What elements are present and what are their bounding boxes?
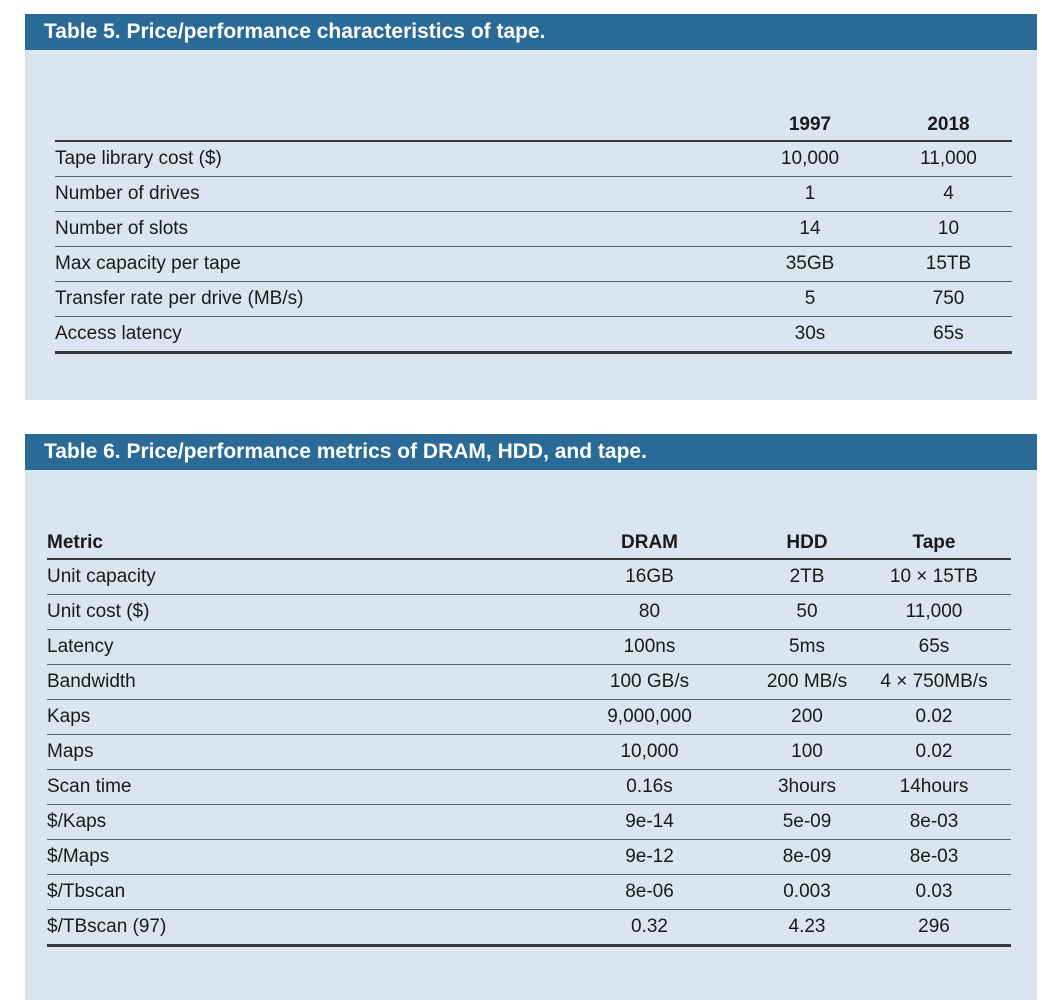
table6-cell: Unit cost ($)	[47, 594, 502, 630]
table6-cell: 100	[737, 734, 857, 770]
table6-cell: 2TB	[789, 566, 825, 587]
table6-row: $/Tbscan 8e-06 0.003 0.03	[47, 874, 1011, 910]
table6-cell: 16GB	[625, 566, 674, 587]
table6-cell: 10 × 15TB	[889, 566, 979, 587]
table6-header-cell: HDD	[737, 520, 857, 560]
table6-cell: 80	[502, 594, 737, 630]
table5-cell: 11,000	[920, 148, 977, 169]
table6-cell: 9e-14	[502, 804, 737, 840]
table5-cell: 4	[865, 176, 1012, 212]
table6-row: Unit capacity 16GB 2TB 10 × 15TB	[47, 559, 1011, 595]
table6-cell: 0.02	[857, 699, 1011, 735]
table6-cell: $/TBscan (97)	[47, 909, 502, 947]
table6-cell: 50	[737, 594, 857, 630]
table6-row: Bandwidth 100 GB/s 200 MB/s 4 × 750MB/s	[47, 664, 1011, 700]
table6-row: Maps 10,000 100 0.02	[47, 734, 1011, 770]
table5-row: Number of drives 1 4	[55, 176, 1012, 212]
table6-header-cell: DRAM	[502, 520, 737, 560]
table6-cell: 0.32	[502, 909, 737, 947]
table5-header-cell: 2018	[865, 102, 1012, 142]
table6-cell: 9,000,000	[502, 699, 737, 735]
table6-cell: 200	[737, 699, 857, 735]
table6-row: Kaps 9,000,000 200 0.02	[47, 699, 1011, 735]
table5-cell: Tape library cost ($)	[55, 148, 222, 169]
table6-panel: Table 6. Price/performance metrics of DR…	[25, 434, 1037, 1000]
table5-cell: 10,000	[780, 148, 840, 169]
table6-row: $/Maps 9e-12 8e-09 8e-03	[47, 839, 1011, 875]
table6-cell: 4 × 750MB/s	[857, 664, 1011, 700]
table6-cell: Kaps	[47, 699, 502, 735]
table5-row: Number of slots 14 10	[55, 211, 1012, 247]
table5-row: Access latency 30s 65s	[55, 316, 1012, 354]
table5-row: Max capacity per tape 35GB 15TB	[55, 246, 1012, 282]
table5-cell: 15TB	[865, 246, 1012, 282]
table5-cell: 10	[865, 211, 1012, 247]
table5-row: Transfer rate per drive (MB/s) 5 750	[55, 281, 1012, 317]
table6-cell: 14hours	[857, 769, 1011, 805]
table6-cell: 100 GB/s	[502, 664, 737, 700]
table6-cell: $/Maps	[47, 839, 502, 875]
table5-header-cell: 1997	[655, 102, 865, 142]
table5-cell: 35GB	[655, 246, 865, 282]
table6-cell: 0.03	[857, 874, 1011, 910]
table6-cell: Latency	[47, 629, 502, 665]
table6-cell: 8e-03	[857, 839, 1011, 875]
table6-cell: 296	[857, 909, 1011, 947]
table6-row: Scan time 0.16s 3hours 14hours	[47, 769, 1011, 805]
table5-cell: 1	[655, 176, 865, 212]
table6-row: Unit cost ($) 80 50 11,000	[47, 594, 1011, 630]
table5-header-cell	[55, 102, 655, 142]
table6-cell: 65s	[857, 629, 1011, 665]
table6-cell: $/Tbscan	[47, 874, 502, 910]
table5-header-row: 1997 2018	[55, 102, 1012, 142]
table6-cell: 3hours	[737, 769, 857, 805]
table6-cell: 200 MB/s	[737, 664, 857, 700]
table6: Metric DRAM HDD Tape Unit capacity 16GB 2T…	[47, 520, 1011, 947]
table6-row: $/Kaps 9e-14 5e-09 8e-03	[47, 804, 1011, 840]
table6-cell: 4.23	[737, 909, 857, 947]
table6-row: $/TBscan (97) 0.32 4.23 296	[47, 909, 1011, 947]
table6-cell: 0.02	[857, 734, 1011, 770]
table5: 1997 2018 Tape library cost ($) 10,000 11,…	[55, 102, 1012, 354]
table6-cell: 8e-09	[737, 839, 857, 875]
table6-cell: 8e-06	[502, 874, 737, 910]
table5-cell: 30s	[655, 316, 865, 354]
table6-cell: Maps	[47, 734, 502, 770]
table5-row: Tape library cost ($) 10,000 11,000	[55, 141, 1012, 177]
table6-cell: Unit capacity	[47, 566, 156, 587]
table6-header-cell: Metric	[47, 520, 502, 560]
table5-cell: 750	[865, 281, 1012, 317]
table6-row: Latency 100ns 5ms 65s	[47, 629, 1011, 665]
table6-header-cell: Tape	[857, 520, 1011, 560]
table6-cell: 8e-03	[857, 804, 1011, 840]
table5-cell: 65s	[865, 316, 1012, 354]
table6-cell: Scan time	[47, 769, 502, 805]
table5-cell: Max capacity per tape	[55, 246, 655, 282]
table5-cell: Number of drives	[55, 176, 655, 212]
table6-cell: 11,000	[857, 594, 1011, 630]
table6-header-row: Metric DRAM HDD Tape	[47, 520, 1011, 560]
table6-cell: 5e-09	[737, 804, 857, 840]
table5-title: Table 5. Price/performance characteristi…	[25, 14, 1037, 50]
table5-cell: Number of slots	[55, 211, 655, 247]
table6-cell: 0.16s	[502, 769, 737, 805]
table5-cell: Access latency	[55, 316, 655, 354]
table5-cell: 14	[655, 211, 865, 247]
table5-cell: Transfer rate per drive (MB/s)	[55, 281, 655, 317]
table6-title: Table 6. Price/performance metrics of DR…	[25, 434, 1037, 470]
table6-cell: 9e-12	[502, 839, 737, 875]
table6-cell: 10,000	[502, 734, 737, 770]
table6-cell: 5ms	[737, 629, 857, 665]
table5-cell: 5	[655, 281, 865, 317]
table5-panel: Table 5. Price/performance characteristi…	[25, 14, 1037, 400]
table6-cell: Bandwidth	[47, 664, 502, 700]
table6-cell: $/Kaps	[47, 804, 502, 840]
table6-cell: 100ns	[502, 629, 737, 665]
table6-cell: 0.003	[737, 874, 857, 910]
